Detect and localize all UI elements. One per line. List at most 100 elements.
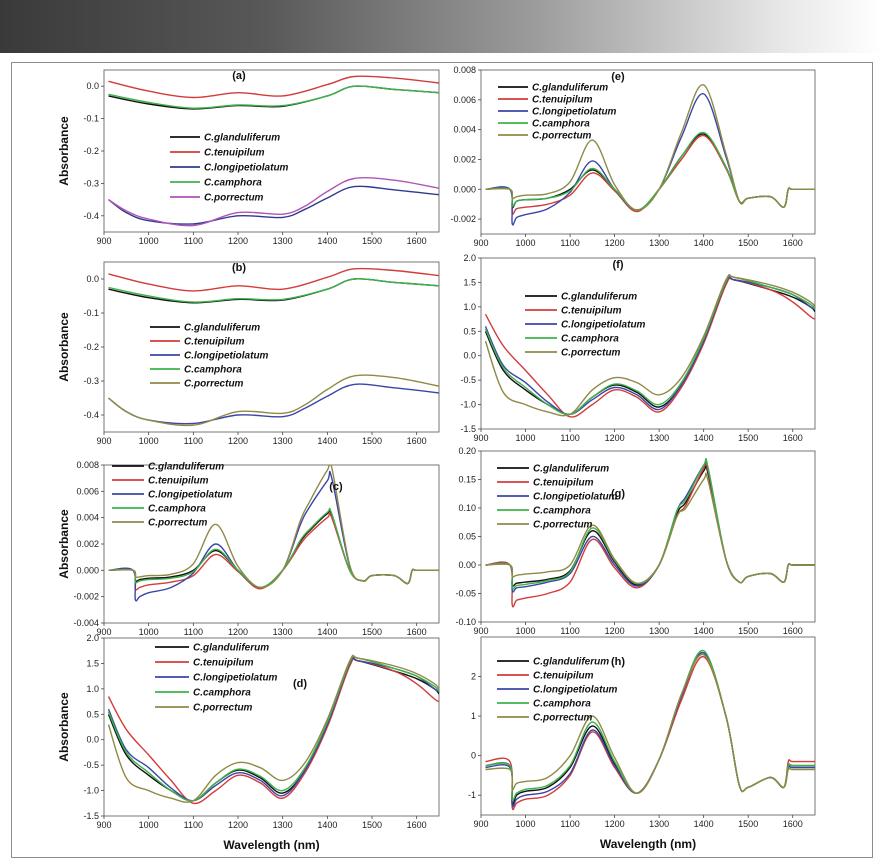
y-tick-label: 2 (471, 672, 476, 682)
legend-label: C.tenuipilum (184, 337, 245, 348)
plot-area (480, 69, 816, 235)
y-tick-label: 0.00 (458, 560, 476, 570)
x-tick-label: 1600 (407, 820, 427, 830)
panel-label: (c) (329, 481, 343, 493)
panel-label: (g) (611, 488, 625, 500)
y-tick-label: 0.000 (76, 565, 99, 575)
y-tick-label: 0.004 (76, 513, 99, 523)
y-tick-label: 0.15 (458, 475, 476, 485)
x-tick-label: 1400 (694, 433, 714, 443)
plot-area (103, 69, 440, 233)
series-line-camphora (485, 131, 815, 211)
chart-panel-h: 900 1000 1100 1200 1300 1400 1500 1600 2 1 0 -1 C.gl… (468, 636, 816, 851)
legend-label: C.camphora (532, 119, 590, 130)
chart-panel-e: 900 1000 1100 1200 1300 1400 1500 1600 0.008 0.00… (450, 65, 816, 248)
x-tick-label: 1500 (362, 436, 382, 446)
chart-panel-d: 900 1000 1100 1200 1300 1400 1500 1600 2.0 1.5 1.0… (57, 633, 440, 852)
plot-area (480, 257, 816, 430)
x-tick-label: 900 (473, 238, 488, 248)
legend-label: C.longipetiolatum (533, 492, 618, 503)
legend-label: C.tenuipilum (532, 95, 593, 106)
legend-label: C.tenuipilum (148, 476, 209, 487)
x-tick-label: 1000 (139, 436, 159, 446)
y-tick-label: 0.000 (453, 184, 476, 194)
legend-label: C.glanduliferum (532, 83, 608, 94)
y-tick-label: 1.0 (463, 302, 476, 312)
plot-area (103, 637, 440, 817)
legend-label: C.glanduliferum (533, 464, 609, 475)
legend-label: C.glanduliferum (193, 643, 269, 654)
x-tick-label: 1300 (273, 436, 293, 446)
series-line-longipetiolatum (108, 383, 439, 425)
legend-label: C.glanduliferum (148, 462, 224, 473)
legend-label: C.longipetiolatum (184, 351, 269, 362)
y-tick-label: -0.3 (83, 178, 99, 188)
y-tick-label: -0.10 (455, 617, 476, 627)
y-tick-label: -0.002 (450, 214, 476, 224)
x-tick-label: 1300 (273, 627, 293, 637)
series-line-tenuipilum (108, 267, 439, 292)
chart-panel-f: 900 1000 1100 1200 1300 1400 1500 1600 2.0 1.5 1.0… (460, 253, 816, 443)
y-tick-label: 0 (471, 751, 476, 761)
legend-label: C.camphora (184, 365, 242, 376)
legend-label: C.longipetiolatum (204, 163, 289, 174)
legend-label: C.porrectum (533, 520, 593, 531)
y-tick-label: 0.10 (458, 503, 476, 513)
legend-label: C.camphora (533, 699, 591, 710)
y-tick-label: -1 (468, 790, 476, 800)
x-axis-label: Wavelength (nm) (223, 838, 319, 852)
y-tick-label: 0.0 (86, 274, 99, 284)
plot-area (480, 450, 816, 623)
legend-label: C.longipetiolatum (533, 685, 618, 696)
panel-label: (a) (232, 70, 246, 82)
series-line-porrectum (485, 84, 815, 211)
x-tick-label: 1200 (228, 820, 248, 830)
x-tick-label: 1300 (273, 236, 293, 246)
x-tick-label: 900 (96, 236, 111, 246)
panel-label: (f) (613, 259, 624, 271)
legend-label: C.tenuipilum (204, 148, 265, 159)
x-tick-label: 1500 (362, 236, 382, 246)
x-tick-label: 1400 (317, 236, 337, 246)
x-tick-label: 1300 (649, 238, 669, 248)
x-tick-label: 900 (473, 819, 488, 829)
x-tick-label: 1600 (783, 433, 803, 443)
y-axis-label: Absorbance (57, 509, 71, 579)
legend-label: C.porrectum (532, 131, 592, 142)
y-tick-label: 1 (471, 711, 476, 721)
series-line-camphora (107, 655, 439, 802)
series-line-porrectum (108, 177, 439, 227)
y-tick-label: 1.0 (86, 684, 99, 694)
y-tick-label: 0.0 (86, 81, 99, 91)
x-tick-label: 1600 (407, 627, 427, 637)
x-axis-label: Wavelength (nm) (600, 837, 696, 851)
y-tick-label: 1.5 (86, 658, 99, 668)
legend-label: C.glanduliferum (184, 323, 260, 334)
y-tick-label: 0.5 (86, 709, 99, 719)
legend-label: C.porrectum (148, 518, 208, 529)
legend-label: C.tenuipilum (193, 658, 254, 669)
plot-area (103, 261, 440, 433)
x-tick-label: 1600 (783, 238, 803, 248)
y-tick-label: 0.05 (458, 532, 476, 542)
chart-panel-c: 900 1000 1100 1200 1300 1400 1500 1600 0.008 0.00… (57, 460, 440, 637)
x-tick-label: 1100 (184, 820, 203, 830)
legend-label: C.glanduliferum (204, 133, 280, 144)
x-tick-label: 1000 (139, 820, 159, 830)
y-tick-label: -0.2 (83, 146, 99, 156)
y-tick-label: -0.002 (73, 592, 99, 602)
x-tick-label: 1000 (516, 626, 536, 636)
x-tick-label: 1200 (605, 238, 625, 248)
series-line-porrectum (484, 273, 815, 417)
y-tick-label: 0.008 (453, 65, 476, 75)
legend-label: C.longipetiolatum (148, 490, 233, 501)
y-tick-label: 1.5 (463, 277, 476, 287)
y-tick-label: -0.3 (83, 376, 99, 386)
y-tick-label: -1.0 (460, 400, 476, 410)
legend-label: C.tenuipilum (561, 306, 622, 317)
x-tick-label: 1300 (649, 626, 669, 636)
y-tick-label: 2.0 (86, 633, 99, 643)
chart-panel-b: 900 1000 1100 1200 1300 1400 1500 1600 0.0 -0.1 -0… (57, 261, 440, 446)
y-tick-label: -1.5 (460, 424, 476, 434)
